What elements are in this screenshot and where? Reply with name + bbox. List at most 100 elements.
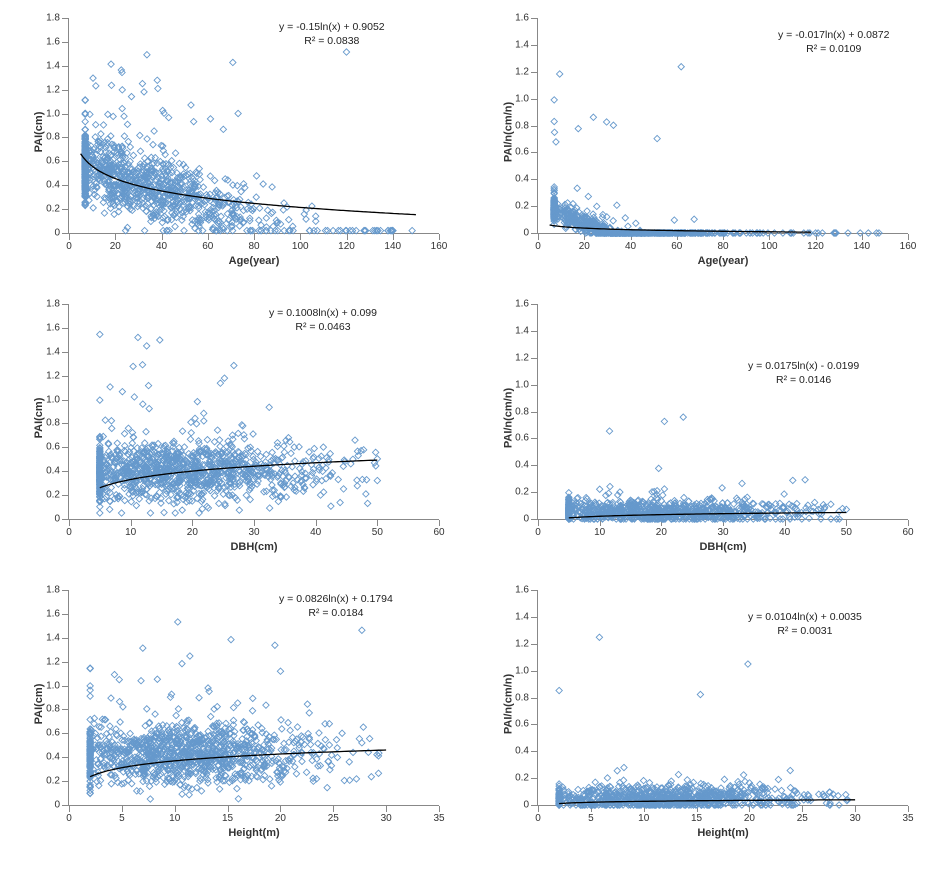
- scatter-layer: [538, 590, 908, 805]
- y-tick-label: 1.2: [46, 656, 60, 667]
- y-tick-label: 1.2: [515, 638, 529, 649]
- y-tick-label: 0: [523, 228, 529, 239]
- scatter-layer: [538, 304, 908, 519]
- x-tick-label: 30: [850, 813, 861, 824]
- x-tick-label: 15: [222, 813, 233, 824]
- x-tick-label: 60: [202, 241, 213, 252]
- x-tick-label: 20: [110, 241, 121, 252]
- plot-area: 00.20.40.60.81.01.21.41.61.8020406080100…: [68, 18, 439, 234]
- y-tick-label: 1.8: [46, 299, 60, 310]
- y-tick-label: 1.6: [46, 608, 60, 619]
- y-tick-label: 1.0: [46, 394, 60, 405]
- y-tick-label: 0: [54, 514, 60, 525]
- x-tick-label: 20: [656, 527, 667, 538]
- x-axis-title: DBH(cm): [230, 541, 277, 553]
- x-tick-label: 100: [761, 241, 778, 252]
- y-tick-label: 0: [523, 800, 529, 811]
- x-tick-label: 100: [292, 241, 309, 252]
- plot-area: 00.20.40.60.81.01.21.41.61.8010203040506…: [68, 304, 439, 520]
- x-axis-title: Age(year): [698, 255, 749, 267]
- x-tick-label: 0: [66, 241, 72, 252]
- y-tick-label: 0.4: [46, 180, 60, 191]
- x-tick-label: 140: [853, 241, 870, 252]
- y-tick-label: 0.6: [515, 147, 529, 158]
- y-tick-label: 0.2: [515, 773, 529, 784]
- y-tick-label: 1.6: [515, 299, 529, 310]
- x-tick-label: 60: [902, 527, 913, 538]
- plot-area: 00.20.40.60.81.01.21.41.605101520253035H…: [537, 590, 908, 806]
- scatter-layer: [69, 18, 439, 233]
- x-tick-label: 40: [625, 241, 636, 252]
- x-axis-title: Height(m): [697, 827, 748, 839]
- y-tick-label: 0.2: [46, 204, 60, 215]
- y-tick-label: 1.0: [515, 665, 529, 676]
- y-tick-label: 1.4: [46, 632, 60, 643]
- y-tick-label: 1.8: [46, 13, 60, 24]
- y-tick-label: 0.6: [46, 442, 60, 453]
- y-tick-label: 0.8: [46, 132, 60, 143]
- y-tick-label: 1.0: [46, 108, 60, 119]
- y-tick-label: 1.4: [515, 611, 529, 622]
- x-axis-title: Age(year): [229, 255, 280, 267]
- y-tick-label: 1.6: [515, 585, 529, 596]
- x-tick-label: 25: [328, 813, 339, 824]
- y-tick-label: 1.2: [515, 352, 529, 363]
- chart-pain-vs-dbh: 00.20.40.60.81.01.21.41.60102030405060DB…: [479, 296, 928, 576]
- x-tick-label: 50: [841, 527, 852, 538]
- x-tick-label: 160: [431, 241, 448, 252]
- x-tick-label: 0: [66, 813, 72, 824]
- x-tick-label: 120: [807, 241, 824, 252]
- y-tick-label: 0.6: [515, 719, 529, 730]
- x-tick-label: 35: [902, 813, 913, 824]
- x-axis-title: DBH(cm): [699, 541, 746, 553]
- y-tick-label: 1.4: [515, 325, 529, 336]
- y-tick-label: 0.2: [46, 490, 60, 501]
- x-tick-label: 5: [119, 813, 125, 824]
- y-tick-label: 1.2: [46, 370, 60, 381]
- x-tick-label: 0: [535, 527, 541, 538]
- x-tick-label: 30: [381, 813, 392, 824]
- y-tick-label: 1.4: [46, 346, 60, 357]
- y-tick-label: 0.2: [46, 776, 60, 787]
- x-tick-label: 0: [535, 241, 541, 252]
- y-tick-label: 1.4: [515, 39, 529, 50]
- y-axis-title: PAI(cm): [33, 683, 45, 724]
- chart-pain-vs-age: 00.20.40.60.81.01.21.41.6020406080100120…: [479, 10, 928, 290]
- x-tick-label: 80: [248, 241, 259, 252]
- x-tick-label: 15: [691, 813, 702, 824]
- y-tick-label: 0.4: [515, 174, 529, 185]
- y-tick-label: 1.2: [515, 66, 529, 77]
- x-tick-label: 0: [66, 527, 72, 538]
- x-tick-label: 10: [638, 813, 649, 824]
- x-tick-label: 120: [338, 241, 355, 252]
- x-tick-label: 60: [671, 241, 682, 252]
- y-tick-label: 0.8: [515, 692, 529, 703]
- x-tick-label: 20: [187, 527, 198, 538]
- y-tick-label: 0.8: [46, 704, 60, 715]
- y-tick-label: 1.2: [46, 84, 60, 95]
- x-tick-label: 25: [797, 813, 808, 824]
- y-tick-label: 0.6: [46, 156, 60, 167]
- x-tick-label: 60: [433, 527, 444, 538]
- scatter-layer: [538, 18, 908, 233]
- x-tick-label: 10: [125, 527, 136, 538]
- y-tick-label: 1.6: [515, 13, 529, 24]
- y-tick-label: 1.8: [46, 585, 60, 596]
- y-tick-label: 0: [54, 228, 60, 239]
- y-axis-title: PAI(cm): [33, 397, 45, 438]
- x-tick-label: 50: [372, 527, 383, 538]
- y-tick-label: 0.2: [515, 201, 529, 212]
- y-tick-label: 0.8: [46, 418, 60, 429]
- y-tick-label: 1.6: [46, 322, 60, 333]
- y-tick-label: 0: [54, 800, 60, 811]
- y-axis-title: PAI/n(cm/n): [502, 101, 514, 161]
- y-tick-label: 1.4: [46, 60, 60, 71]
- y-axis-title: PAI/n(cm/n): [502, 387, 514, 447]
- x-axis-title: Height(m): [228, 827, 279, 839]
- x-tick-label: 0: [535, 813, 541, 824]
- y-tick-label: 0.4: [515, 746, 529, 757]
- plot-area: 00.20.40.60.81.01.21.41.60102030405060DB…: [537, 304, 908, 520]
- y-tick-label: 1.0: [515, 379, 529, 390]
- scatter-layer: [69, 304, 439, 519]
- y-axis-title: PAI/n(cm/n): [502, 673, 514, 733]
